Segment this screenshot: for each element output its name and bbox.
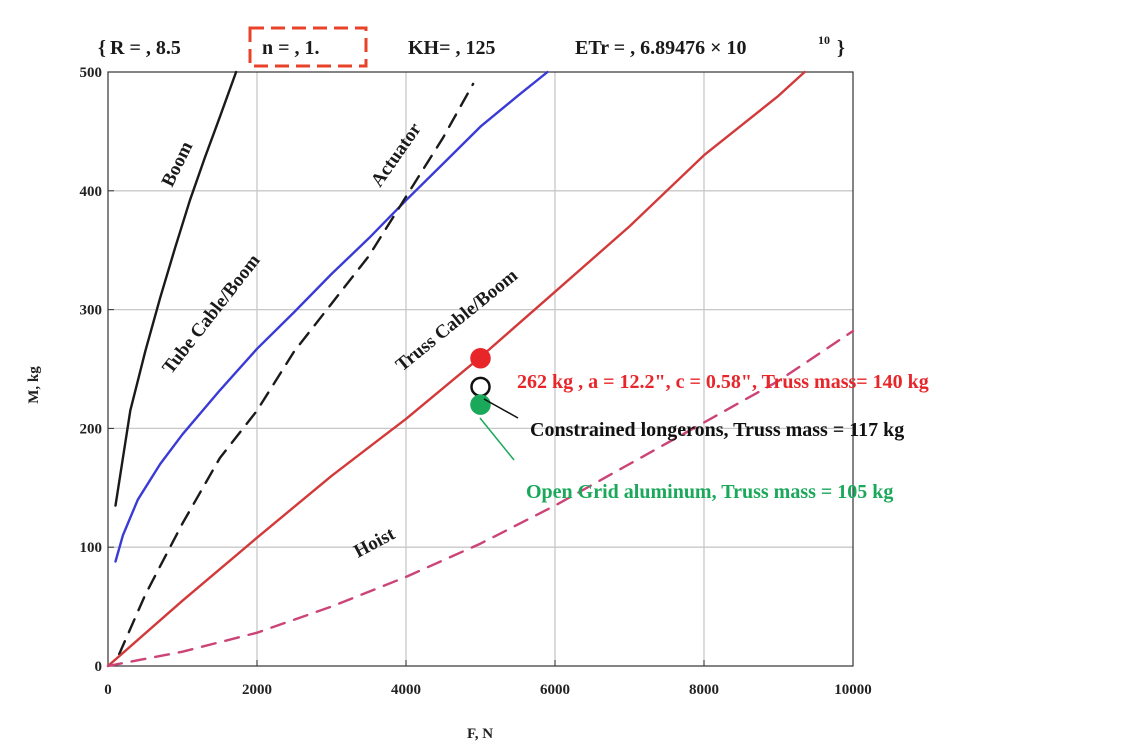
header-n-value: n = , 1. xyxy=(262,37,320,59)
y-tick-label: 0 xyxy=(95,659,103,675)
plot-frame xyxy=(108,72,853,666)
series-line-truss-cable-boom xyxy=(108,72,805,666)
markers xyxy=(472,349,490,413)
x-tick-label: 6000 xyxy=(540,682,570,698)
x-tick-label: 8000 xyxy=(689,682,719,698)
annotation-green: Open Grid aluminum, Truss mass = 105 kg xyxy=(526,481,893,503)
header-etr-value: ETr = , 6.89476 × 10 xyxy=(575,37,747,59)
label-hoist: Hoist xyxy=(350,523,399,562)
series xyxy=(108,72,853,666)
marker-point-1 xyxy=(472,378,490,396)
header-kh-value: KH= , 125 xyxy=(408,37,496,59)
label-boom: Boom xyxy=(158,138,198,190)
grid xyxy=(108,72,853,666)
annotation-black: Constrained longerons, Truss mass = 117 … xyxy=(530,419,904,441)
marker-point-0 xyxy=(472,349,490,367)
header: { R = , 8.5 n = , 1. KH= , 125 ETr = , 6… xyxy=(98,28,845,66)
annotations: 262 kg , a = 12.2", c = 0.58", Truss mas… xyxy=(480,371,929,503)
x-tick-label: 10000 xyxy=(834,682,872,698)
annotation-green-leader xyxy=(480,418,514,460)
header-brace-open: { xyxy=(98,37,106,59)
y-tick-label: 200 xyxy=(80,421,103,437)
label-truss-cable-boom: Truss Cable/Boom xyxy=(392,265,522,376)
y-tick-label: 100 xyxy=(80,540,103,556)
y-tick-label: 400 xyxy=(80,184,103,200)
x-axis-label: F, N xyxy=(467,726,493,742)
header-r-value: R = , 8.5 xyxy=(110,37,181,59)
y-tick-label: 500 xyxy=(80,65,103,81)
x-tick-label: 0 xyxy=(104,682,112,698)
header-etr-exponent: 10 xyxy=(818,33,830,47)
y-tick-label: 300 xyxy=(80,303,103,319)
header-brace-close: } xyxy=(837,37,845,59)
x-tick-label: 4000 xyxy=(391,682,421,698)
marker-point-2 xyxy=(472,396,490,414)
x-tick-label: 2000 xyxy=(242,682,272,698)
y-axis-label: M, kg xyxy=(26,366,42,404)
annotation-red: 262 kg , a = 12.2", c = 0.58", Truss mas… xyxy=(517,371,929,393)
curve-labels: Boom Tube Cable/Boom Actuator Truss Cabl… xyxy=(158,119,522,563)
